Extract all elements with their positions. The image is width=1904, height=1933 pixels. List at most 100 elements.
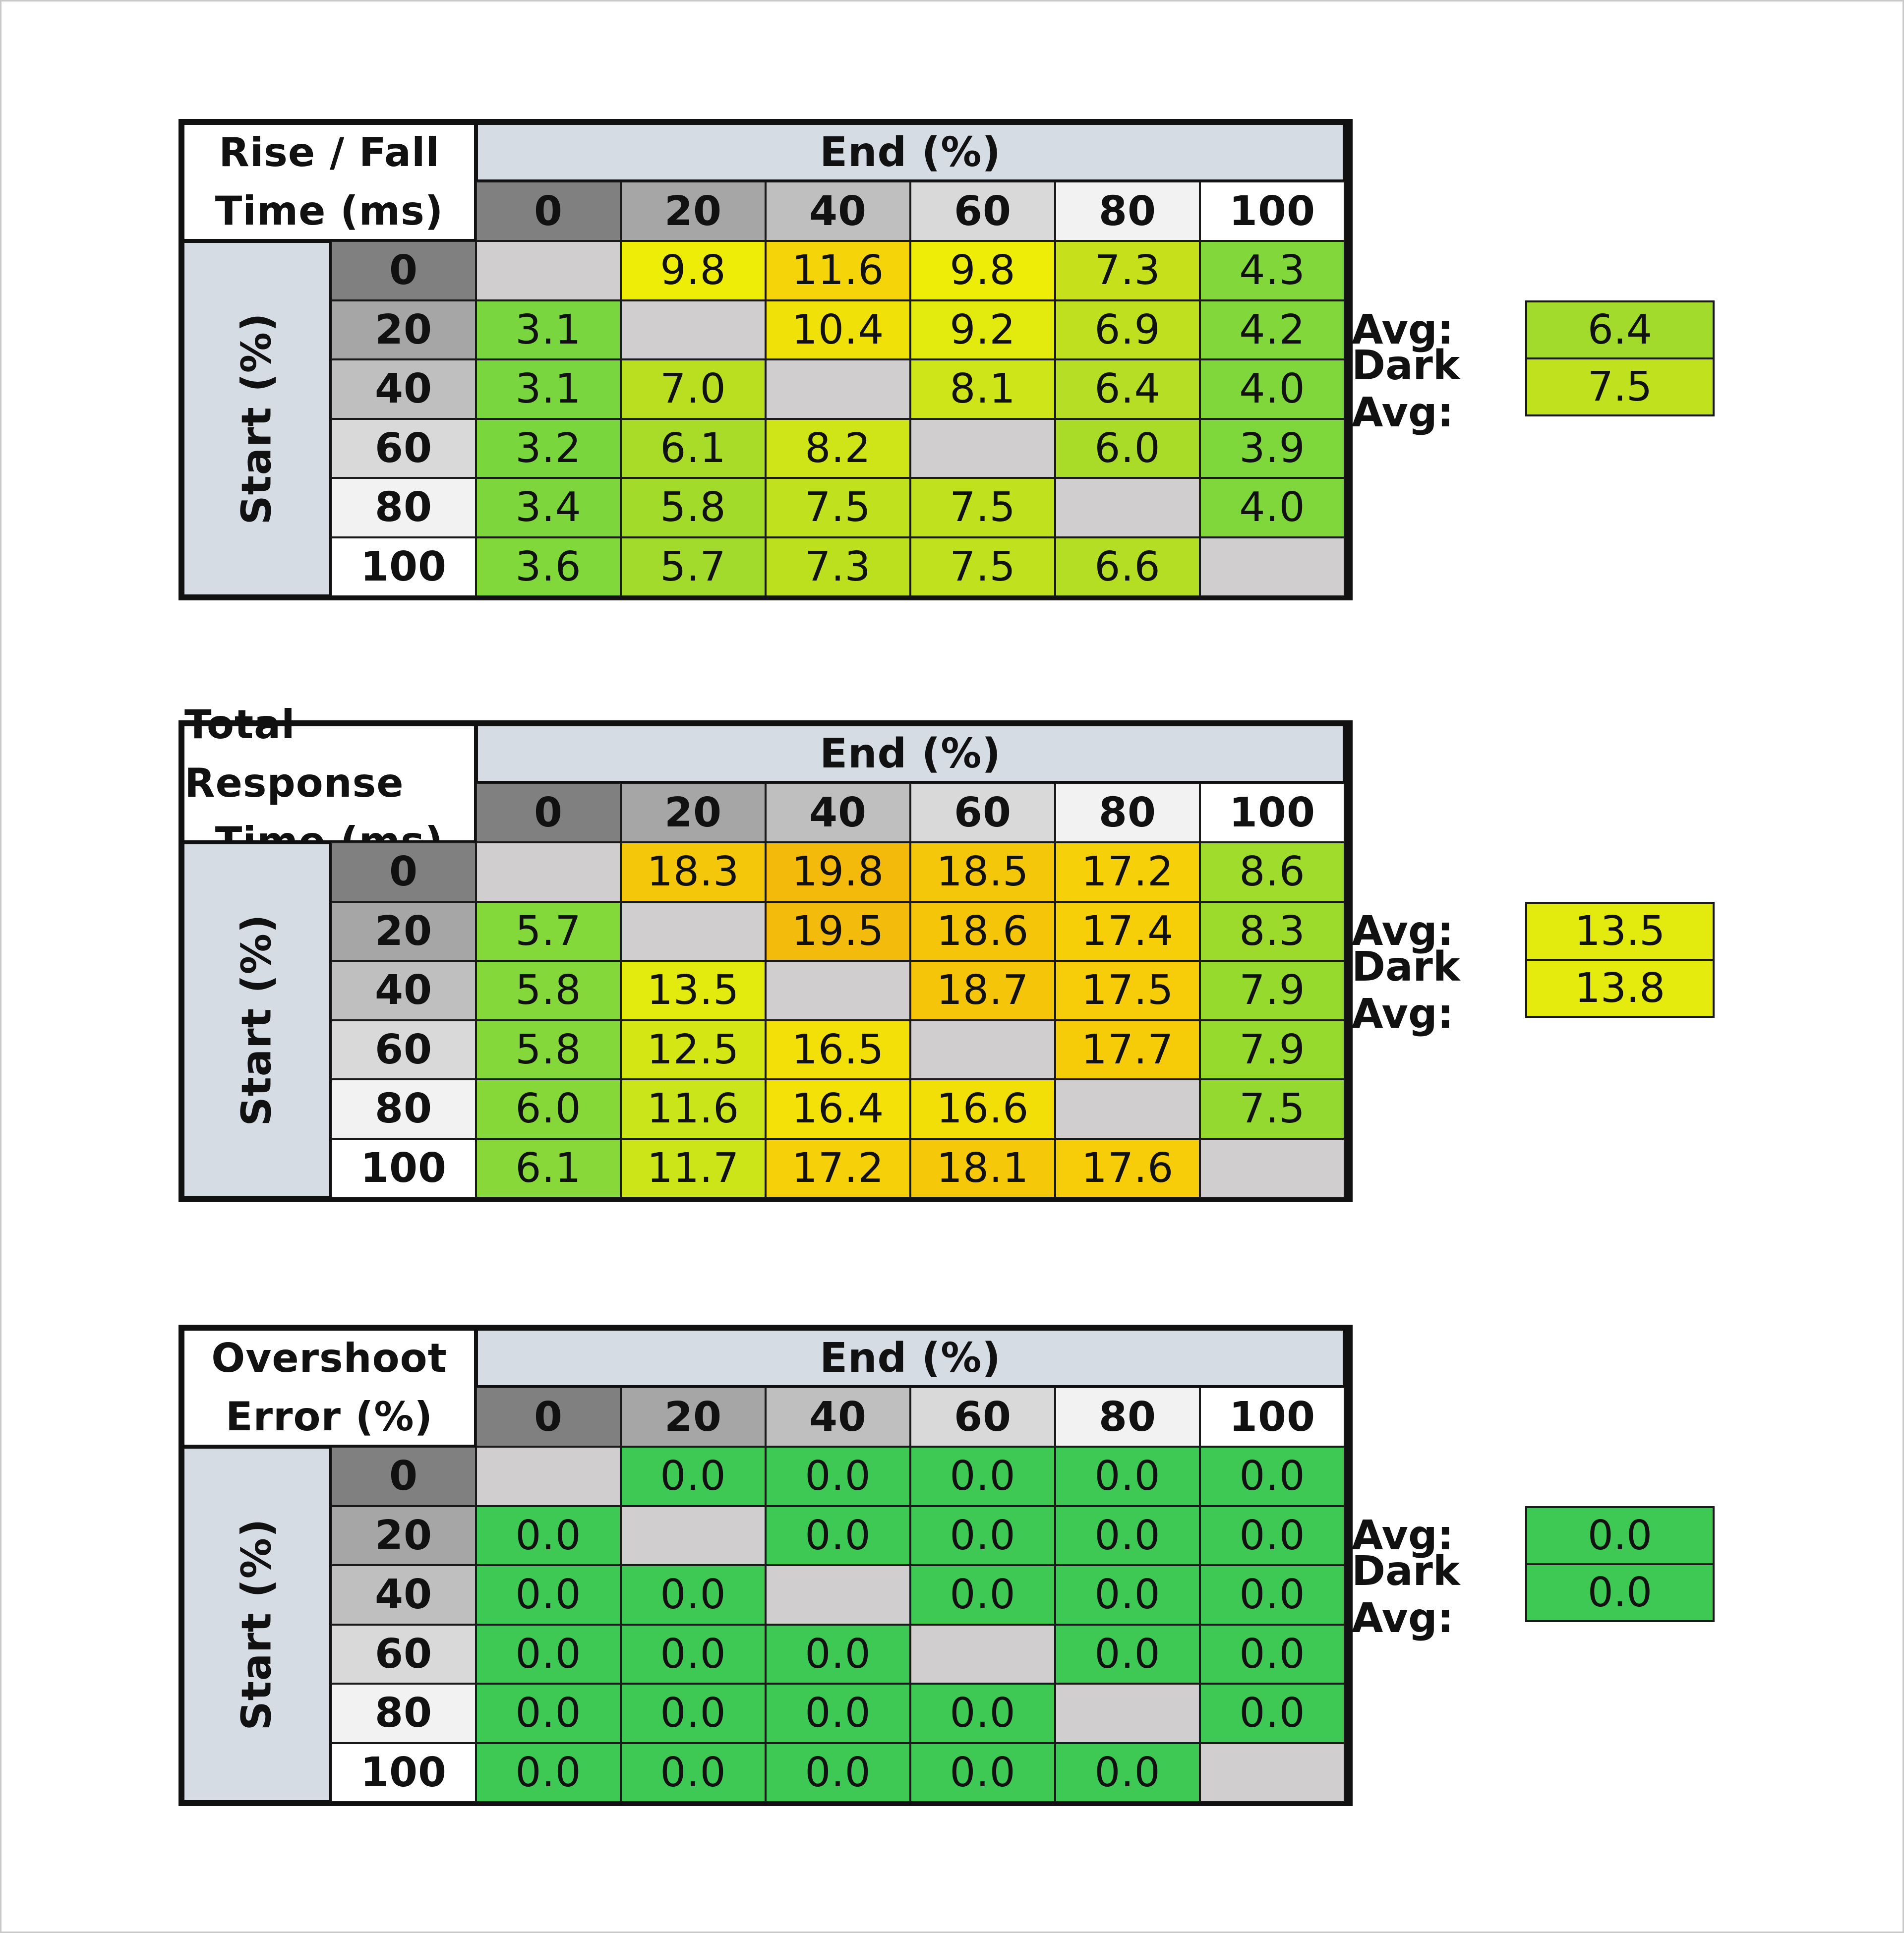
avg-value: 0.0 — [1525, 1506, 1715, 1565]
heatmap-cell: 4.2 — [1200, 300, 1345, 359]
dark-avg-label: Dark Avg: — [1352, 1547, 1460, 1642]
heatmap-cell: 3.1 — [476, 300, 621, 359]
end-level-header: 0 — [476, 783, 621, 842]
end-axis-label: End (%) — [476, 123, 1345, 181]
heatmap-cell: 0.0 — [766, 1684, 910, 1743]
heatmap-cell: 0.0 — [1055, 1743, 1200, 1802]
heatmap-cell: 7.0 — [621, 359, 766, 419]
heatmap-cell: 8.6 — [1200, 842, 1345, 902]
heatmap-cell: 11.7 — [621, 1138, 766, 1198]
heatmap-cell-empty — [1055, 1079, 1200, 1139]
end-level-header: 80 — [1055, 1387, 1200, 1447]
heatmap-cell: 0.0 — [476, 1684, 621, 1743]
heatmap-cell: 8.2 — [766, 418, 910, 478]
heatmap-cell-empty — [1200, 537, 1345, 596]
start-level-header: 40 — [331, 359, 476, 419]
heatmap-cell: 9.8 — [621, 241, 766, 300]
heatmap-cell: 0.0 — [910, 1506, 1055, 1565]
start-level-header: 100 — [331, 1743, 476, 1802]
start-level-header: 0 — [331, 842, 476, 902]
end-level-header: 60 — [910, 181, 1055, 241]
heatmap-cell-empty — [621, 901, 766, 961]
heatmap-cell: 6.1 — [476, 1138, 621, 1198]
heatmap-cell: 0.0 — [621, 1743, 766, 1802]
heatmap-cell-empty — [910, 1020, 1055, 1079]
start-level-header: 20 — [331, 901, 476, 961]
heatmap-cell: 7.3 — [766, 537, 910, 596]
heatmap-cell: 3.1 — [476, 359, 621, 419]
start-level-header: 40 — [331, 961, 476, 1020]
heatmap-cell-empty — [910, 1624, 1055, 1684]
heatmap-cell: 16.4 — [766, 1079, 910, 1139]
start-level-header: 60 — [331, 1624, 476, 1684]
table-title-line: Total Response — [184, 702, 404, 806]
heatmap-cell: 8.3 — [1200, 901, 1345, 961]
heatmap-cell: 7.5 — [910, 478, 1055, 537]
heatmap-cell: 7.5 — [910, 537, 1055, 596]
heatmap-cell: 13.5 — [621, 961, 766, 1020]
dark-avg-value: 0.0 — [1525, 1563, 1715, 1622]
heatmap-cell: 17.2 — [1055, 842, 1200, 902]
heatmap-cell: 10.4 — [766, 300, 910, 359]
heatmap-cell: 0.0 — [1055, 1447, 1200, 1506]
heatmap-cell: 19.5 — [766, 901, 910, 961]
heatmap-cell: 6.0 — [476, 1079, 621, 1139]
table-title: Rise / Fall Time (ms) — [182, 123, 476, 241]
heatmap-cell: 9.8 — [910, 241, 1055, 300]
heatmap-cell: 4.0 — [1200, 359, 1345, 419]
heatmap-cell-empty — [1055, 1684, 1200, 1743]
heatmap-cell: 6.9 — [1055, 300, 1200, 359]
heatmap-cell: 0.0 — [1200, 1447, 1345, 1506]
start-level-header: 80 — [331, 1079, 476, 1139]
heatmap-cell-empty — [910, 418, 1055, 478]
avg-label: Avg: — [1352, 907, 1454, 955]
end-level-header: 40 — [766, 783, 910, 842]
heatmap-cell: 4.3 — [1200, 241, 1345, 300]
heatmap-cell: 8.1 — [910, 359, 1055, 419]
heatmap-cell: 0.0 — [766, 1624, 910, 1684]
heatmap-cell: 0.0 — [766, 1743, 910, 1802]
heatmap-cell: 0.0 — [476, 1624, 621, 1684]
end-level-header: 0 — [476, 181, 621, 241]
avg-value: 13.5 — [1525, 901, 1715, 961]
start-axis-text: Start (%) — [233, 312, 281, 525]
heatmap-cell: 0.0 — [621, 1684, 766, 1743]
heatmap-cell: 17.6 — [1055, 1138, 1200, 1198]
heatmap-cell: 0.0 — [910, 1684, 1055, 1743]
end-axis-label: End (%) — [476, 724, 1345, 783]
start-level-header: 60 — [331, 418, 476, 478]
end-level-header: 100 — [1200, 1387, 1345, 1447]
avg-label: Avg: — [1352, 306, 1454, 353]
heatmap-cell: 4.0 — [1200, 478, 1345, 537]
heatmap-cell: 0.0 — [476, 1743, 621, 1802]
start-level-header: 0 — [331, 1447, 476, 1506]
heatmap-cell: 9.2 — [910, 300, 1055, 359]
heatmap-cell: 16.6 — [910, 1079, 1055, 1139]
heatmap-cell: 0.0 — [1055, 1624, 1200, 1684]
heatmap-cell: 0.0 — [476, 1565, 621, 1625]
avg-value: 6.4 — [1525, 300, 1715, 359]
heatmap-cell: 0.0 — [621, 1565, 766, 1625]
heatmap-cell: 11.6 — [766, 241, 910, 300]
heatmap-cell: 7.5 — [1200, 1079, 1345, 1139]
end-level-header: 20 — [621, 783, 766, 842]
start-level-header: 100 — [331, 537, 476, 596]
heatmap-cell-empty — [766, 359, 910, 419]
dark-avg-label: Dark Avg: — [1352, 342, 1460, 436]
heatmap-cell-empty — [476, 1447, 621, 1506]
start-axis-label: Start (%) — [182, 1447, 331, 1802]
start-level-header: 20 — [331, 300, 476, 359]
heatmap-cell: 3.4 — [476, 478, 621, 537]
heatmap-cell: 16.5 — [766, 1020, 910, 1079]
start-level-header: 100 — [331, 1138, 476, 1198]
heatmap-cell: 5.7 — [621, 537, 766, 596]
heatmap-cell: 17.5 — [1055, 961, 1200, 1020]
heatmap-cell: 0.0 — [1200, 1684, 1345, 1743]
start-axis-text: Start (%) — [233, 914, 281, 1126]
heatmap-cell: 0.0 — [1055, 1506, 1200, 1565]
start-axis-label: Start (%) — [182, 241, 331, 596]
end-level-header: 60 — [910, 1387, 1055, 1447]
start-axis-text: Start (%) — [233, 1518, 281, 1731]
avg-label: Avg: — [1352, 1512, 1454, 1559]
heatmap-cell: 3.6 — [476, 537, 621, 596]
